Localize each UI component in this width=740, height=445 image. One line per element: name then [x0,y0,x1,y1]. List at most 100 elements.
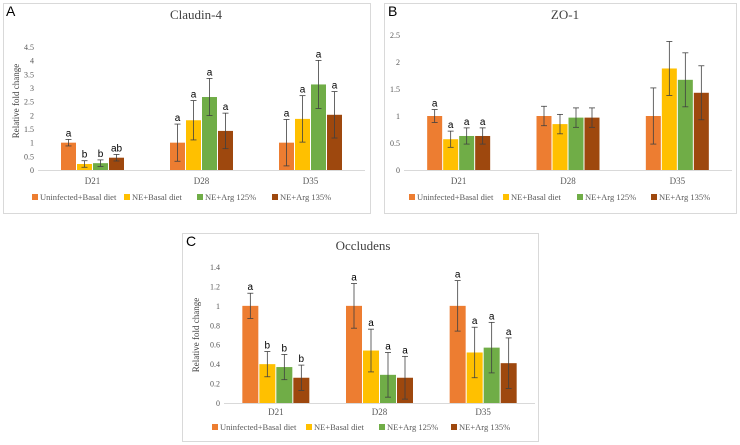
bar [346,305,362,403]
significance-label: a [480,117,486,128]
legend-swatch [409,194,415,200]
bar [276,367,293,403]
panel-a: A Claudin-4 Relative fold change 0 0.5 1 1.… [3,3,371,214]
legend-swatch [212,424,218,430]
significance-label: b [98,149,104,160]
x-tick-label: D35 [303,176,319,186]
panel-a-title: Claudin-4 [170,7,222,22]
bar [661,68,677,170]
x-tick-label: D21 [268,407,284,417]
significance-label: a [351,273,357,284]
panel-c: C Occludens Relative fold change 0 0.2 0.4… [182,233,539,442]
bar [218,130,233,170]
significance-label: a [223,102,229,113]
legend-swatch [32,194,38,200]
y-tick-label: 1.5 [24,125,34,134]
significance-label: a [448,120,454,131]
y-tick-label: 0 [396,166,400,175]
legend-label: Uninfected+Basal diet [40,192,117,202]
legend-label: NE+Arg 135% [659,192,710,202]
legend-swatch [503,194,509,200]
significance-label: a [207,67,213,78]
legend-swatch [651,194,657,200]
y-tick-label: 4.5 [24,43,34,52]
bar [109,157,124,170]
legend-swatch [306,424,312,430]
bar [295,118,310,170]
bar [363,350,379,403]
bar [443,139,459,170]
significance-label: a [464,117,470,128]
panel-c-letter: C [186,233,196,249]
x-tick-label: D28 [372,407,388,417]
panel-a-frame [3,3,371,214]
y-tick-label: 1 [396,112,400,121]
y-tick-label: 0 [216,399,220,408]
legend-label: NE+Arg 135% [280,192,331,202]
legend-label: NE+Basal diet [511,192,562,202]
significance-label: a [506,327,512,338]
significance-label: b [299,354,305,365]
bar [259,364,276,403]
y-tick-label: 0.6 [210,341,220,350]
legend-label: Uninfected+Basal diet [220,422,297,432]
bar [552,124,568,170]
y-tick-label: 1 [216,302,220,311]
bar [449,305,466,403]
bar [536,116,552,170]
x-tick-label: D35 [475,407,491,417]
panel-a-letter: A [6,3,16,19]
y-tick-label: 4 [30,57,34,66]
significance-label: a [175,113,181,124]
significance-label: a [248,282,254,293]
significance-label: a [332,81,338,92]
significance-label: a [316,49,322,60]
x-tick-label: D21 [451,176,467,186]
legend-label: Uninfected+Basal diet [417,192,494,202]
y-tick-label: 0 [30,166,34,175]
bar [186,120,201,170]
significance-label: a [489,311,495,322]
legend-label: NE+Arg 125% [205,192,256,202]
significance-label: a [300,85,306,96]
significance-label: a [284,108,290,119]
panel-b-letter: B [388,3,397,19]
bar [677,79,693,170]
y-tick-label: 0.2 [210,380,220,389]
significance-label: a [368,318,374,329]
significance-label: b [282,343,288,354]
significance-label: a [472,316,478,327]
legend-label: NE+Basal diet [132,192,183,202]
panel-c-title: Occludens [336,238,391,253]
x-tick-label: D21 [85,176,101,186]
legend-label: NE+Arg 125% [585,192,636,202]
y-tick-label: 3 [30,84,34,93]
bar [483,347,500,403]
significance-label: b [265,341,271,352]
bar [327,114,342,170]
y-tick-label: 1.5 [390,85,400,94]
bar [242,305,259,403]
bar [568,117,584,170]
panel-c-ylabel: Relative fold change [191,298,201,372]
legend-swatch [577,194,583,200]
legend-label: NE+Basal diet [314,422,365,432]
legend-swatch [197,194,203,200]
significance-label: a [66,128,72,139]
significance-label: a [191,90,197,101]
bar [311,84,326,170]
y-tick-label: 0.8 [210,321,220,330]
y-tick-label: 2 [30,111,34,120]
significance-label: a [455,270,461,281]
y-tick-label: 0.5 [24,152,34,161]
y-tick-label: 0.4 [210,360,220,369]
legend-swatch [272,194,278,200]
bar [202,97,217,170]
y-tick-label: 1.2 [210,282,220,291]
legend-swatch [451,424,457,430]
y-tick-label: 3.5 [24,70,34,79]
